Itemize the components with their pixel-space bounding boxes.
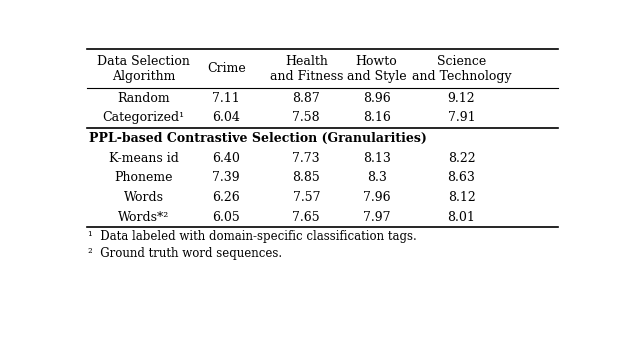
Text: Words: Words [124, 191, 164, 204]
Text: 7.91: 7.91 [448, 112, 475, 125]
Text: Data Selection
Algorithm: Data Selection Algorithm [97, 55, 190, 83]
Text: 8.3: 8.3 [367, 171, 386, 184]
Text: 6.05: 6.05 [212, 211, 240, 224]
Text: Categorized¹: Categorized¹ [103, 112, 185, 125]
Text: Words*²: Words*² [118, 211, 170, 224]
Text: 6.26: 6.26 [212, 191, 240, 204]
Text: 8.13: 8.13 [362, 152, 391, 165]
Text: 9.12: 9.12 [448, 92, 475, 105]
Text: 7.96: 7.96 [363, 191, 391, 204]
Text: 7.39: 7.39 [212, 171, 240, 184]
Text: 8.63: 8.63 [448, 171, 476, 184]
Text: 7.11: 7.11 [212, 92, 240, 105]
Text: 7.58: 7.58 [292, 112, 320, 125]
Text: 7.97: 7.97 [363, 211, 391, 224]
Text: Howto
and Style: Howto and Style [347, 55, 406, 83]
Text: Crime: Crime [207, 62, 245, 75]
Text: K-means id: K-means id [109, 152, 178, 165]
Text: 8.16: 8.16 [362, 112, 391, 125]
Text: ²  Ground truth word sequences.: ² Ground truth word sequences. [88, 247, 282, 260]
Text: Science
and Technology: Science and Technology [412, 55, 511, 83]
Text: 6.04: 6.04 [212, 112, 240, 125]
Text: 7.73: 7.73 [292, 152, 320, 165]
Text: Health
and Fitness: Health and Fitness [270, 55, 343, 83]
Text: 8.85: 8.85 [292, 171, 320, 184]
Text: Random: Random [118, 92, 170, 105]
Text: 7.57: 7.57 [292, 191, 320, 204]
Text: 8.87: 8.87 [292, 92, 320, 105]
Text: 8.96: 8.96 [362, 92, 391, 105]
Text: 8.01: 8.01 [448, 211, 476, 224]
Text: Phoneme: Phoneme [115, 171, 173, 184]
Text: 6.40: 6.40 [212, 152, 240, 165]
Text: 8.22: 8.22 [448, 152, 475, 165]
Text: ¹  Data labeled with domain-specific classification tags.: ¹ Data labeled with domain-specific clas… [88, 230, 417, 243]
Text: 7.65: 7.65 [292, 211, 320, 224]
Text: PPL-based Contrastive Selection (Granularities): PPL-based Contrastive Selection (Granula… [90, 132, 428, 145]
Text: 8.12: 8.12 [448, 191, 475, 204]
